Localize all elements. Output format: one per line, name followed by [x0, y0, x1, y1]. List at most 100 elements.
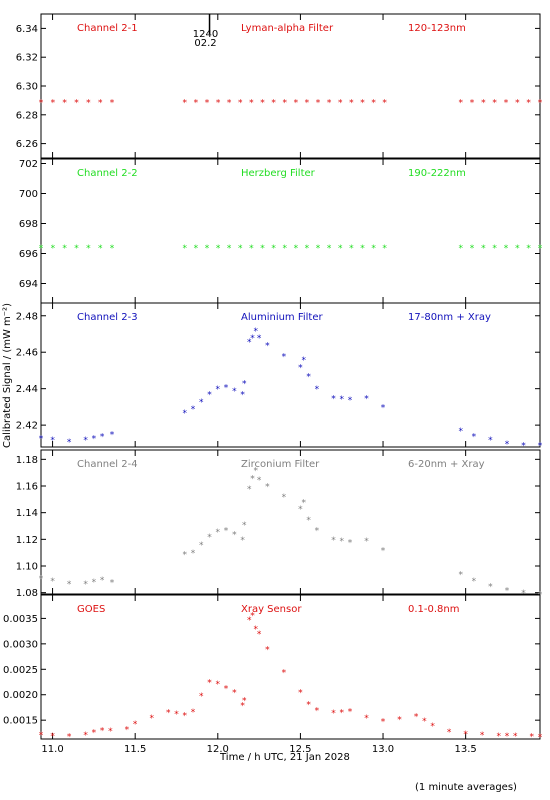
data-point: *	[265, 483, 270, 493]
data-point: *	[191, 549, 196, 559]
panel-filter-label: Lyman-alpha Filter	[241, 23, 334, 34]
data-point: *	[315, 527, 320, 537]
panel-band-label: 17-80nm + Xray	[408, 312, 491, 323]
data-point: *	[504, 98, 509, 108]
data-point: *	[364, 714, 369, 724]
x-tick-label: 12.5	[289, 744, 311, 755]
data-point: *	[62, 98, 67, 108]
data-point: *	[470, 244, 475, 254]
panel-channel-label: Channel 2-2	[77, 168, 138, 179]
data-point: *	[199, 692, 204, 702]
data-point: *	[240, 701, 245, 711]
data-point: *	[205, 98, 210, 108]
data-point: *	[83, 580, 88, 590]
data-point: *	[505, 440, 510, 450]
panel-band-label: 120-123nm	[408, 23, 466, 34]
data-point: *	[133, 720, 138, 730]
y-tick-label: 0.0025	[3, 665, 38, 676]
y-tick-label: 6.32	[16, 53, 38, 64]
data-point: *	[349, 98, 354, 108]
data-point: *	[74, 98, 79, 108]
data-point: *	[521, 589, 526, 599]
data-point: *	[306, 516, 311, 526]
data-point: *	[327, 98, 332, 108]
data-point: *	[364, 537, 369, 547]
data-point: *	[254, 327, 259, 337]
data-point: *	[481, 98, 486, 108]
data-point: *	[492, 98, 497, 108]
data-point: *	[298, 505, 303, 515]
panel-3: 2.42 2.44 2.46 2.48 Channel 2-3 Aluminium Fil…	[16, 302, 543, 452]
panel-1: 6.26 6.28 6.30 6.32 6.34 Channel 2-1 Lyman-alp…	[16, 13, 543, 159]
data-point: *	[529, 732, 534, 742]
y-axis-label: Calibrated Signal / (mW m⁻²)	[2, 303, 13, 448]
x-tick-label: 11.5	[124, 744, 146, 755]
data-point: *	[67, 580, 72, 590]
data-point: *	[92, 578, 97, 588]
data-point: *	[488, 436, 493, 446]
data-point: *	[74, 244, 79, 254]
data-point: *	[227, 98, 232, 108]
data-point: *	[271, 98, 276, 108]
data-point: *	[183, 409, 188, 419]
data-point: *	[183, 551, 188, 561]
y-tick-label: 700	[19, 189, 38, 200]
data-point: *	[538, 733, 543, 743]
data-point: *	[199, 541, 204, 551]
data-point: *	[224, 527, 229, 537]
panel-band-label: 190-222nm	[408, 168, 466, 179]
data-point: *	[265, 645, 270, 655]
data-point: *	[247, 485, 252, 495]
data-point: *	[305, 98, 310, 108]
data-point: *	[86, 244, 91, 254]
data-point: *	[183, 712, 188, 722]
data-point: *	[110, 98, 115, 108]
data-point: *	[294, 244, 299, 254]
y-tick-label: 6.34	[16, 24, 38, 35]
y-tick-label: 0.0030	[3, 639, 38, 650]
panel-band-label: 0.1-0.8nm	[408, 604, 460, 615]
data-point: *	[422, 717, 427, 727]
panel-5: 0.0015 0.0020 0.0025 0.0030 0.0035 GOES Xray S…	[3, 594, 543, 743]
data-point: *	[339, 537, 344, 547]
x-tick-label: 11.0	[41, 744, 63, 755]
data-point: *	[294, 98, 299, 108]
data-point: *	[216, 98, 221, 108]
data-point: *	[447, 728, 452, 738]
data-point: *	[430, 722, 435, 732]
data-point: *	[166, 709, 171, 719]
data-point: *	[327, 244, 332, 254]
data-point: *	[298, 689, 303, 699]
data-point: *	[526, 98, 531, 108]
data-point: *	[249, 98, 254, 108]
data-point: *	[381, 547, 386, 557]
data-point: *	[83, 436, 88, 446]
data-point: *	[242, 521, 247, 531]
data-point: *	[110, 244, 115, 254]
data-point: *	[458, 244, 463, 254]
data-point: *	[254, 467, 259, 477]
panel-channel-label: Channel 2-3	[77, 312, 138, 323]
data-point: *	[183, 98, 188, 108]
data-point: *	[207, 679, 212, 689]
data-point: *	[360, 244, 365, 254]
data-point: *	[470, 98, 475, 108]
data-point: *	[364, 394, 369, 404]
data-point: *	[414, 713, 419, 723]
data-point: *	[339, 708, 344, 718]
data-point: *	[100, 726, 105, 736]
data-point: *	[238, 98, 243, 108]
y-tick-label: 696	[19, 249, 38, 260]
data-point: *	[51, 98, 56, 108]
y-axis-label-wrap: Calibrated Signal / (mW m⁻²)	[0, 300, 14, 450]
data-point: *	[250, 475, 255, 485]
y-tick-label: 0.0015	[3, 716, 38, 727]
data-point: *	[67, 438, 72, 448]
data-point: *	[458, 98, 463, 108]
data-point: *	[238, 244, 243, 254]
data-point: *	[216, 244, 221, 254]
data-point: *	[83, 731, 88, 741]
y-tick-label: 698	[19, 219, 38, 230]
panel-4: 1.08 1.10 1.12 1.14 1.16 1.18 Channel 2-4 Zirco…	[16, 449, 543, 601]
